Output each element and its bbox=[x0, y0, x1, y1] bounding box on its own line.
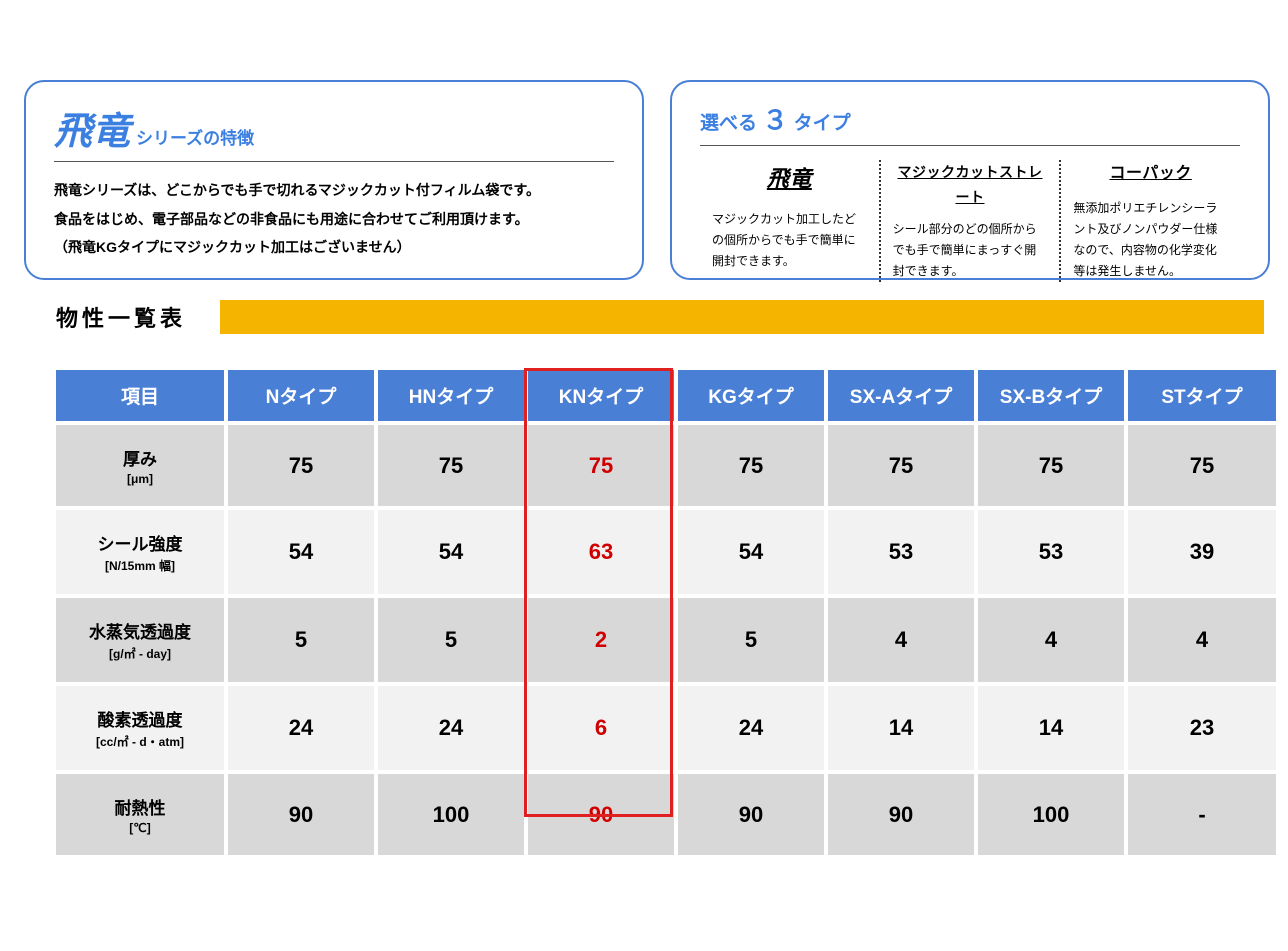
brand-logo-text: 飛竜 bbox=[54, 100, 130, 155]
table-cell: 5 bbox=[226, 598, 376, 682]
types-title-number: ３ bbox=[762, 105, 788, 135]
table-cell: 5 bbox=[676, 598, 826, 682]
table-cell: 4 bbox=[1126, 598, 1276, 682]
table-cell: 53 bbox=[976, 510, 1126, 594]
table-row: 水蒸気透過度[g/㎡ - day]5525444 bbox=[56, 598, 1276, 682]
table-row: 厚み[μm]75757575757575 bbox=[56, 423, 1276, 506]
table-cell: 90 bbox=[676, 774, 826, 855]
rowhead-unit: [℃] bbox=[60, 821, 220, 835]
table-rowhead: 酸素透過度 [cc/㎡ - d・atm] bbox=[56, 686, 226, 770]
table-cell: 63 bbox=[526, 510, 676, 594]
table-cell: 5 bbox=[376, 598, 526, 682]
type-column: 飛竜マジックカット加工したどの個所からでも手で簡単に開封できます。 bbox=[700, 160, 879, 282]
table-row: シール強度[N/15mm 幅]54546354535339 bbox=[56, 510, 1276, 594]
table-cell: 100 bbox=[976, 774, 1126, 855]
rowhead-unit: [g/㎡ - day] bbox=[60, 645, 220, 662]
table-cell: 4 bbox=[976, 598, 1126, 682]
table-header-cell: KNタイプ bbox=[526, 370, 676, 423]
table-cell: 23 bbox=[1126, 686, 1276, 770]
type-column-desc: 無添加ポリエチレンシーラント及びノンパウダー仕様なので、内容物の化学変化等は発生… bbox=[1073, 198, 1228, 282]
table-header-cell: Nタイプ bbox=[226, 370, 376, 423]
table-rowhead: シール強度 [N/15mm 幅] bbox=[56, 510, 226, 594]
section-yellow-bar bbox=[220, 300, 1264, 334]
table-cell: - bbox=[1126, 774, 1276, 855]
table-cell: 24 bbox=[676, 686, 826, 770]
type-column-desc: マジックカット加工したどの個所からでも手で簡単に開封できます。 bbox=[712, 209, 867, 272]
table-cell: 14 bbox=[826, 686, 976, 770]
table-row: 酸素透過度[cc/㎡ - d・atm]2424624141423 bbox=[56, 686, 1276, 770]
table-header-cell: HNタイプ bbox=[376, 370, 526, 423]
features-body: 飛竜シリーズは、どこからでも手で切れるマジックカット付フィルム袋です。食品をはじ… bbox=[54, 176, 614, 262]
table-header-cell: SX-Aタイプ bbox=[826, 370, 976, 423]
features-subtitle: シリーズの特徴 bbox=[136, 124, 254, 149]
rowhead-label: 酸素透過度 bbox=[60, 706, 220, 731]
table-rowhead: 水蒸気透過度 [g/㎡ - day] bbox=[56, 598, 226, 682]
type-column-desc: シール部分のどの個所からでも手で簡単にまっすぐ開封できます。 bbox=[893, 219, 1048, 282]
table-cell: 90 bbox=[826, 774, 976, 855]
rowhead-label: 水蒸気透過度 bbox=[60, 618, 220, 643]
rowhead-label: 耐熱性 bbox=[60, 794, 220, 819]
type-column: コーパック無添加ポリエチレンシーラント及びノンパウダー仕様なので、内容物の化学変… bbox=[1059, 160, 1240, 282]
table-cell: 6 bbox=[526, 686, 676, 770]
table-cell: 24 bbox=[376, 686, 526, 770]
table-cell: 53 bbox=[826, 510, 976, 594]
type-column-title: マジックカットストレート bbox=[893, 160, 1048, 209]
table-cell: 75 bbox=[526, 423, 676, 506]
table-cell: 75 bbox=[676, 423, 826, 506]
rowhead-label: 厚み bbox=[60, 445, 220, 470]
features-title-row: 飛竜 シリーズの特徴 bbox=[54, 100, 614, 155]
table-header-row: 項目NタイプHNタイプKNタイプKGタイプSX-AタイプSX-BタイプSTタイプ bbox=[56, 370, 1276, 423]
table-cell: 75 bbox=[976, 423, 1126, 506]
table-cell: 75 bbox=[376, 423, 526, 506]
table-rowhead: 厚み [μm] bbox=[56, 423, 226, 506]
table-cell: 54 bbox=[376, 510, 526, 594]
type-column: マジックカットストレートシール部分のどの個所からでも手で簡単にまっすぐ開封できま… bbox=[879, 160, 1060, 282]
rowhead-label: シール強度 bbox=[60, 530, 220, 555]
features-panel: 飛竜 シリーズの特徴 飛竜シリーズは、どこからでも手で切れるマジックカット付フィ… bbox=[24, 80, 644, 280]
table-cell: 75 bbox=[826, 423, 976, 506]
table-cell: 75 bbox=[1126, 423, 1276, 506]
features-divider bbox=[54, 161, 614, 162]
rowhead-unit: [N/15mm 幅] bbox=[60, 557, 220, 574]
type-column-title: コーパック bbox=[1073, 160, 1228, 188]
table-cell: 90 bbox=[526, 774, 676, 855]
table-header-cell: STタイプ bbox=[1126, 370, 1276, 423]
table-cell: 2 bbox=[526, 598, 676, 682]
table-rowhead: 耐熱性 [℃] bbox=[56, 774, 226, 855]
types-panel: 選べる ３ タイプ 飛竜マジックカット加工したどの個所からでも手で簡単に開封でき… bbox=[670, 80, 1270, 280]
rowhead-unit: [cc/㎡ - d・atm] bbox=[60, 733, 220, 750]
table-cell: 39 bbox=[1126, 510, 1276, 594]
section-title: 物性一覧表 bbox=[56, 301, 186, 333]
types-title-suffix: タイプ bbox=[794, 113, 851, 134]
table-cell: 14 bbox=[976, 686, 1126, 770]
table-cell: 54 bbox=[226, 510, 376, 594]
table-row: 耐熱性[℃]90100909090100- bbox=[56, 774, 1276, 855]
table-cell: 75 bbox=[226, 423, 376, 506]
table-header-cell: KGタイプ bbox=[676, 370, 826, 423]
types-columns: 飛竜マジックカット加工したどの個所からでも手で簡単に開封できます。マジックカット… bbox=[700, 160, 1240, 282]
properties-table-wrap: 項目NタイプHNタイプKNタイプKGタイプSX-AタイプSX-BタイプSTタイプ… bbox=[56, 370, 1264, 855]
features-line: （飛竜KGタイプにマジックカット加工はございません） bbox=[54, 233, 614, 262]
types-title-prefix: 選べる bbox=[700, 113, 757, 134]
table-cell: 90 bbox=[226, 774, 376, 855]
table-cell: 4 bbox=[826, 598, 976, 682]
section-header: 物性一覧表 bbox=[56, 300, 1264, 334]
table-cell: 100 bbox=[376, 774, 526, 855]
table-cell: 24 bbox=[226, 686, 376, 770]
rowhead-unit: [μm] bbox=[60, 472, 220, 486]
table-cell: 54 bbox=[676, 510, 826, 594]
type-column-title: 飛竜 bbox=[712, 160, 867, 199]
types-panel-title: 選べる ３ タイプ bbox=[700, 100, 1240, 137]
table-header-cell: SX-Bタイプ bbox=[976, 370, 1126, 423]
features-line: 食品をはじめ、電子部品などの非食品にも用途に合わせてご利用頂けます。 bbox=[54, 205, 614, 234]
features-line: 飛竜シリーズは、どこからでも手で切れるマジックカット付フィルム袋です。 bbox=[54, 176, 614, 205]
table-header-cell-rowlabel: 項目 bbox=[56, 370, 226, 423]
properties-table: 項目NタイプHNタイプKNタイプKGタイプSX-AタイプSX-BタイプSTタイプ… bbox=[56, 370, 1276, 855]
table-body: 厚み[μm]75757575757575シール強度[N/15mm 幅]54546… bbox=[56, 423, 1276, 855]
types-divider bbox=[700, 145, 1240, 146]
